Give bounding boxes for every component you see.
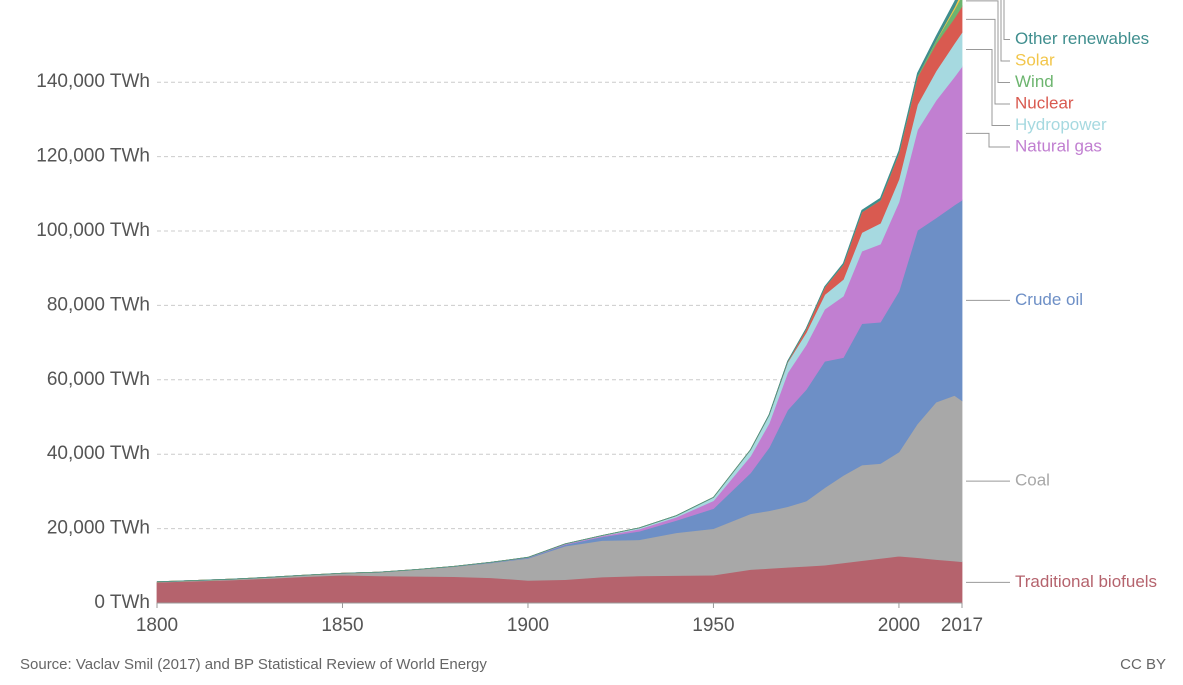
license: CC BY xyxy=(1120,656,1166,673)
legend-label: Other renewables xyxy=(1015,29,1149,48)
area xyxy=(156,0,959,583)
legend-label: Coal xyxy=(1015,471,1050,490)
x-tick-label: 1900 xyxy=(507,615,549,636)
leader-line xyxy=(966,48,1010,126)
leader-line xyxy=(1003,0,1010,40)
y-tick-label: 140,000 TWh xyxy=(36,71,150,92)
x-tick-label: 1950 xyxy=(692,615,734,636)
legend-label: Traditional biofuels xyxy=(1015,572,1157,591)
legend-label: Crude oil xyxy=(1015,290,1083,309)
legend-label: Solar xyxy=(1015,50,1055,69)
y-tick-label: 120,000 TWh xyxy=(36,146,150,167)
y-tick-label: 0 TWh xyxy=(94,592,150,613)
x-tick-label: 1850 xyxy=(321,615,363,636)
leader-line xyxy=(966,132,1010,148)
x-tick-label: 2000 xyxy=(878,615,920,636)
x-tick-label: 2017 xyxy=(941,615,983,636)
legend-label: Wind xyxy=(1015,72,1054,91)
leader-line xyxy=(1000,0,1010,62)
legend-label: Natural gas xyxy=(1015,136,1102,155)
y-tick-label: 80,000 TWh xyxy=(47,294,150,315)
y-tick-label: 40,000 TWh xyxy=(47,443,150,464)
source-note: Source: Vaclav Smil (2017) and BP Statis… xyxy=(20,656,487,673)
leader-line xyxy=(966,0,1010,83)
leader-line xyxy=(966,18,1010,105)
y-tick-label: 20,000 TWh xyxy=(47,518,150,539)
legend-label: Hydropower xyxy=(1015,115,1107,134)
legend-label: Nuclear xyxy=(1015,93,1074,112)
x-tick-label: 1800 xyxy=(136,615,178,636)
y-tick-label: 60,000 TWh xyxy=(47,369,150,390)
y-tick-label: 100,000 TWh xyxy=(36,220,150,241)
